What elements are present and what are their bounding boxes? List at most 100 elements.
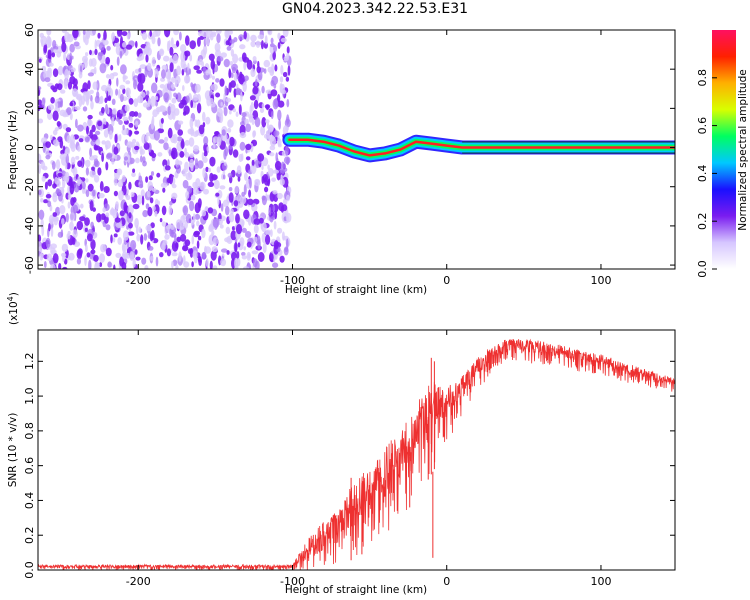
noise-dot [48,62,54,67]
noise-dot [211,75,215,80]
spectrogram-plot-area [38,30,675,269]
noise-dot [182,179,189,189]
noise-dot [54,83,60,89]
noise-dot [82,30,86,35]
x-tick-label: 0 [443,575,450,588]
noise-dot [127,231,135,236]
noise-dot [77,145,81,152]
noise-dot [53,49,58,54]
noise-dot [47,200,52,208]
noise-dot [281,89,287,95]
noise-dot [206,146,210,152]
noise-dot [69,102,74,107]
track-core-line [288,138,675,157]
noise-dot [238,153,243,163]
noise-dot [115,88,119,96]
noise-dot [86,252,91,258]
snr-scale-factor: (x104) [6,292,20,325]
noise-dot [280,37,287,43]
noise-dot [44,77,51,83]
noise-dot [175,242,179,249]
noise-dot [105,56,111,65]
noise-dot [161,69,166,79]
noise-dot [133,79,137,90]
noise-dot [105,144,108,151]
noise-dot [52,183,57,189]
noise-dot [146,190,151,198]
noise-dot [209,260,213,269]
noise-dot [203,188,209,195]
noise-dot [171,260,174,269]
noise-dot [261,103,265,109]
noise-dot [239,237,245,247]
noise-dot [89,200,94,212]
noise-dot [155,30,161,37]
noise-dot [277,227,283,234]
noise-dot [286,99,290,108]
noise-dot [215,92,221,98]
noise-dot [150,171,155,176]
noise-dot [121,31,128,37]
noise-dot [216,136,222,147]
noise-dot [50,227,54,237]
noise-dot [125,87,131,97]
noise-dot [85,178,89,183]
noise-dot [128,122,134,128]
noise-dot [102,207,106,213]
noise-dot [116,30,123,37]
noise-dot [234,257,238,269]
noise-dot [271,63,275,74]
noise-dot [195,130,200,135]
noise-dot [193,65,200,71]
noise-dot [264,186,269,193]
noise-dot [45,141,51,149]
noise-dot [201,251,207,260]
noise-dot [229,136,235,147]
noise-dot [52,40,57,49]
noise-dot [250,34,257,42]
noise-dot [57,65,64,76]
noise-dot [93,254,99,262]
noise-dot [270,80,275,87]
noise-dot [182,205,189,216]
noise-dot [93,175,100,183]
noise-dot [38,153,42,162]
noise-dot [180,138,185,150]
noise-dot [235,213,240,224]
noise-dot [154,210,158,217]
noise-dot [47,179,53,187]
noise-dot [277,109,282,121]
noise-dot [143,233,148,241]
noise-dot [257,153,265,162]
noise-dot [69,112,73,121]
noise-dot [56,188,60,194]
noise-dot [265,234,271,245]
noise-dot [69,52,73,64]
colorbar: 0.0 0.2 0.4 0.6 0.8 Normalized spectral ampl… [696,30,749,278]
noise-dot [220,258,227,267]
noise-dot [116,117,120,122]
noise-dot [38,85,42,91]
noise-dot [110,234,113,244]
noise-dot [103,129,109,138]
noise-dot [228,192,234,203]
noise-dot [275,152,279,163]
noise-dot [196,220,200,227]
noise-dot [267,164,270,170]
noise-dot [110,64,114,71]
noise-dot [235,111,239,117]
noise-dot [111,32,116,42]
noise-dot [171,76,176,83]
noise-dot [61,41,67,53]
noise-dot [246,59,253,70]
noise-dot [185,95,190,104]
noise-dot [253,99,259,110]
noise-dot [266,122,270,129]
noise-dot [140,234,144,245]
noise-dot [64,163,68,170]
noise-dot [135,157,140,164]
noise-dot [101,84,108,92]
noise-dot [166,248,171,257]
noise-dot [139,73,146,84]
noise-dot [250,163,257,174]
